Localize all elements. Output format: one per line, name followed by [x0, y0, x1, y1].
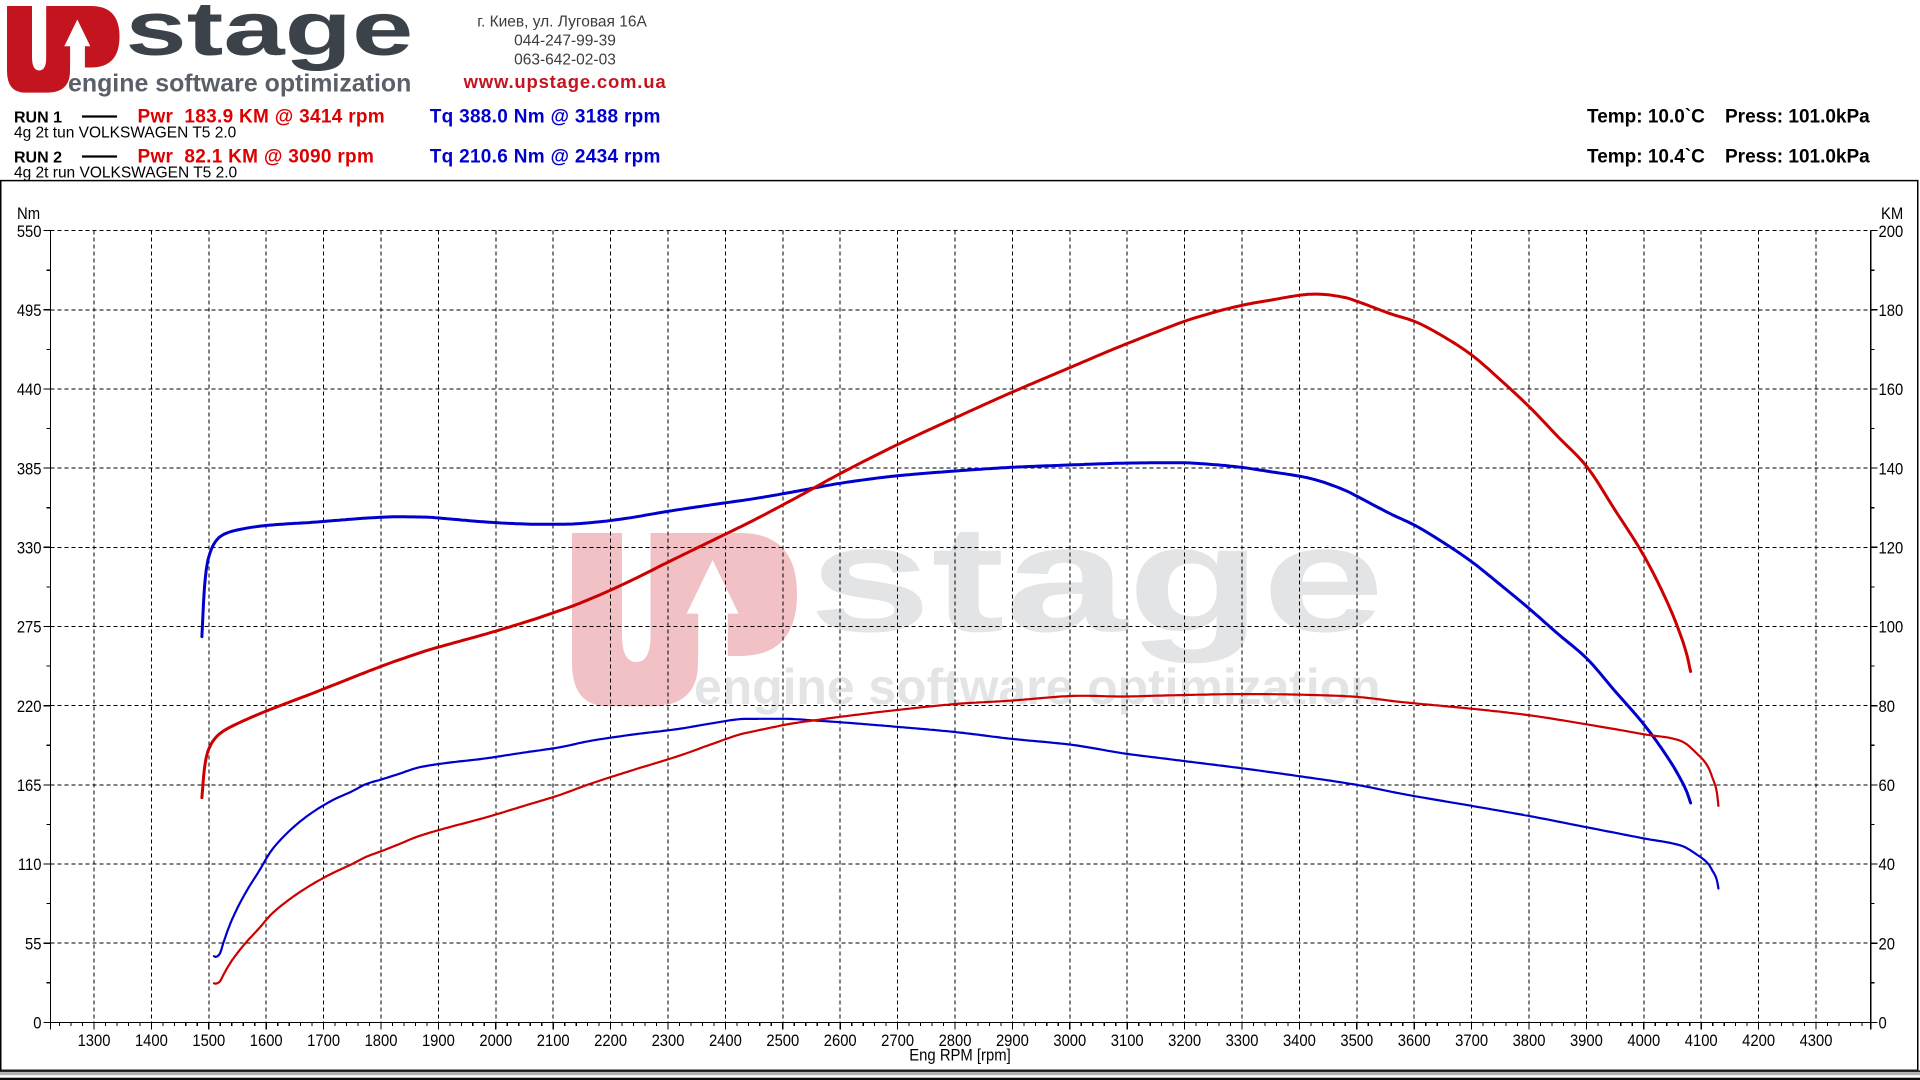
svg-text:2500: 2500 — [766, 1032, 799, 1050]
svg-text:4000: 4000 — [1627, 1032, 1660, 1050]
svg-text:2300: 2300 — [652, 1032, 685, 1050]
svg-text:330: 330 — [17, 540, 42, 558]
svg-text:3300: 3300 — [1226, 1032, 1259, 1050]
svg-text:2100: 2100 — [537, 1032, 570, 1050]
svg-text:4100: 4100 — [1685, 1032, 1718, 1050]
svg-text:2700: 2700 — [881, 1032, 914, 1050]
svg-text:40: 40 — [1879, 856, 1896, 874]
svg-text:4200: 4200 — [1742, 1032, 1775, 1050]
svg-text:495: 495 — [17, 302, 42, 320]
svg-text:2900: 2900 — [996, 1032, 1029, 1050]
svg-text:3000: 3000 — [1053, 1032, 1086, 1050]
svg-text:180: 180 — [1879, 302, 1904, 320]
svg-text:440: 440 — [17, 381, 42, 399]
svg-text:063-642-02-03: 063-642-02-03 — [514, 51, 616, 68]
svg-text:110: 110 — [18, 856, 42, 874]
svg-text:1700: 1700 — [307, 1032, 340, 1050]
svg-text:3500: 3500 — [1340, 1032, 1373, 1050]
svg-text:2600: 2600 — [824, 1032, 857, 1050]
svg-text:20: 20 — [1879, 936, 1896, 954]
svg-text:3800: 3800 — [1513, 1032, 1546, 1050]
svg-text:165: 165 — [17, 777, 42, 795]
svg-text:55: 55 — [25, 936, 42, 954]
svg-text:RUN 1: RUN 1 — [14, 110, 62, 127]
svg-text:120: 120 — [1879, 540, 1904, 558]
svg-text:engine software optimization: engine software optimization — [694, 659, 1381, 715]
svg-text:Tq 388.0 Nm @ 3188 rpm: Tq 388.0 Nm @ 3188 rpm — [430, 107, 661, 128]
svg-text:engine software optimization: engine software optimization — [68, 69, 411, 97]
svg-text:Pwr 183.9 KM @ 3414 rpm: Pwr 183.9 KM @ 3414 rpm — [138, 107, 386, 128]
svg-text:4g 2t tun VOLKSWAGEN T5 2.0: 4g 2t tun VOLKSWAGEN T5 2.0 — [14, 125, 237, 142]
svg-text:2000: 2000 — [479, 1032, 512, 1050]
svg-text:RUN 2: RUN 2 — [14, 150, 62, 167]
svg-text:3100: 3100 — [1111, 1032, 1144, 1050]
svg-text:2200: 2200 — [594, 1032, 627, 1050]
svg-text:140: 140 — [1879, 460, 1904, 478]
svg-text:1500: 1500 — [192, 1032, 225, 1050]
svg-text:0: 0 — [1879, 1015, 1887, 1033]
svg-text:Nm: Nm — [17, 205, 40, 223]
svg-text:2400: 2400 — [709, 1032, 742, 1050]
svg-text:1600: 1600 — [250, 1032, 283, 1050]
svg-text:550: 550 — [17, 223, 42, 241]
svg-text:3700: 3700 — [1455, 1032, 1488, 1050]
svg-text:275: 275 — [17, 619, 42, 637]
svg-text:3900: 3900 — [1570, 1032, 1603, 1050]
svg-text:stage: stage — [809, 495, 1385, 664]
svg-text:1300: 1300 — [78, 1032, 111, 1050]
svg-text:stage: stage — [125, 0, 413, 72]
svg-text:4300: 4300 — [1800, 1032, 1833, 1050]
svg-text:1800: 1800 — [365, 1032, 398, 1050]
svg-text:220: 220 — [17, 698, 42, 716]
svg-text:Eng RPM [rpm]: Eng RPM [rpm] — [909, 1047, 1010, 1065]
svg-text:Tq 210.6 Nm @ 2434 rpm: Tq 210.6 Nm @ 2434 rpm — [430, 147, 661, 168]
svg-text:1900: 1900 — [422, 1032, 455, 1050]
svg-text:3400: 3400 — [1283, 1032, 1316, 1050]
svg-text:Press: 101.0kPa: Press: 101.0kPa — [1725, 147, 1870, 168]
svg-text:г. Киев, ул. Луговая 16А: г. Киев, ул. Луговая 16А — [477, 14, 647, 31]
svg-text:Press: 101.0kPa: Press: 101.0kPa — [1725, 107, 1870, 128]
svg-text:Temp: 10.4`C: Temp: 10.4`C — [1587, 147, 1705, 168]
svg-text:3600: 3600 — [1398, 1032, 1431, 1050]
svg-text:0: 0 — [33, 1015, 41, 1033]
svg-text:1400: 1400 — [135, 1032, 168, 1050]
svg-text:www.upstage.com.ua: www.upstage.com.ua — [463, 71, 667, 92]
svg-text:2800: 2800 — [939, 1032, 972, 1050]
svg-text:044-247-99-39: 044-247-99-39 — [514, 33, 616, 50]
svg-text:3200: 3200 — [1168, 1032, 1201, 1050]
svg-text:Temp: 10.0`C: Temp: 10.0`C — [1587, 107, 1705, 128]
svg-text:KM: KM — [1881, 205, 1903, 223]
svg-text:100: 100 — [1879, 619, 1904, 637]
svg-text:200: 200 — [1879, 223, 1904, 241]
svg-text:4g 2t run VOLKSWAGEN T5 2.0: 4g 2t run VOLKSWAGEN T5 2.0 — [14, 165, 238, 182]
svg-text:60: 60 — [1879, 777, 1896, 795]
svg-text:80: 80 — [1879, 698, 1896, 716]
svg-text:Pwr 82.1 KM @ 3090 rpm: Pwr 82.1 KM @ 3090 rpm — [138, 147, 375, 168]
svg-text:160: 160 — [1879, 381, 1904, 399]
svg-text:385: 385 — [17, 460, 42, 478]
